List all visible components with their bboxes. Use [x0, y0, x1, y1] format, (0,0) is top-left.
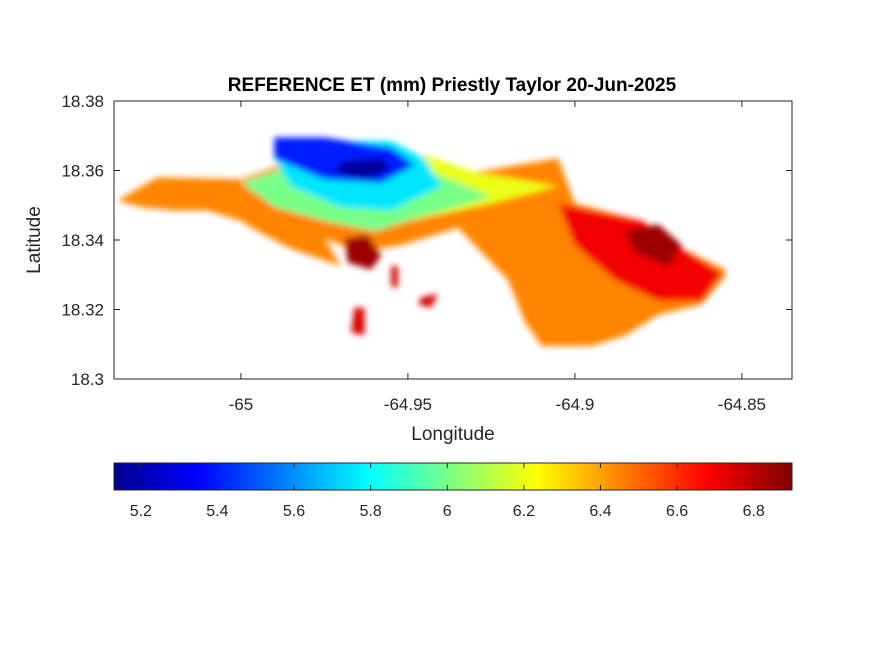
x-tick-label: -65 [229, 395, 254, 414]
colorbar-tick-label: 6.6 [666, 503, 688, 520]
colorbar-tick-label: 5.8 [360, 503, 382, 520]
y-tick-label: 18.34 [61, 231, 104, 250]
colorbar-tick-label: 5.2 [130, 503, 152, 520]
colorbar-tick-label: 6 [443, 503, 452, 520]
x-tick-label: -64.9 [556, 395, 595, 414]
axes-background [114, 101, 792, 379]
et-region-10 [351, 307, 365, 336]
y-axis-ticks: 18.3 18.32 18.34 18.36 18.38 [61, 92, 792, 389]
et-region-8 [334, 158, 392, 180]
colorbar-ticks: 5.2 5.4 5.6 5.8 6 6.2 6.4 6.6 6.8 [130, 463, 765, 520]
et-region-9 [417, 293, 438, 308]
x-tick-label: -64.95 [384, 395, 432, 414]
colorbar-tick-label: 5.4 [206, 503, 228, 520]
x-tick-label: -64.85 [718, 395, 766, 414]
y-tick-label: 18.3 [71, 370, 104, 389]
y-tick-label: 18.38 [61, 92, 104, 111]
y-tick-label: 18.36 [61, 162, 104, 181]
et-region-2 [625, 224, 682, 267]
colorbar-tick-label: 6.2 [513, 503, 535, 520]
chart-title: REFERENCE ET (mm) Priestly Taylor 20-Jun… [228, 75, 677, 96]
colorbar [113, 462, 793, 491]
y-axis-label: Latitude [24, 206, 45, 274]
y-tick-label: 18.32 [61, 301, 104, 320]
colorbar-tick-label: 6.4 [589, 503, 611, 520]
x-axis-label: Longitude [411, 424, 494, 445]
colorbar-tick-label: 6.8 [743, 503, 765, 520]
et-region-11 [391, 266, 398, 287]
et-region-3 [344, 234, 382, 270]
et-surface [117, 137, 726, 346]
x-axis-ticks: -65 -64.95 -64.9 -64.85 [229, 101, 766, 414]
colorbar-tick-label: 5.6 [283, 503, 305, 520]
